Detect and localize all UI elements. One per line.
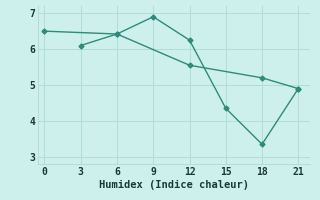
- X-axis label: Humidex (Indice chaleur): Humidex (Indice chaleur): [100, 180, 249, 190]
